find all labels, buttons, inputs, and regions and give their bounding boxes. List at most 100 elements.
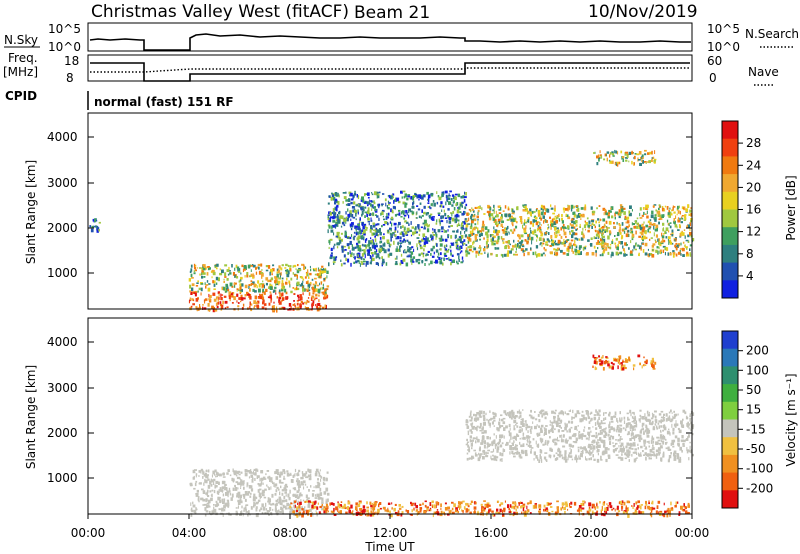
scatter-cell xyxy=(646,431,649,435)
scatter-cell xyxy=(603,412,605,416)
scatter-cell xyxy=(617,420,619,424)
scatter-cell xyxy=(596,503,598,507)
scatter-cell xyxy=(601,233,603,237)
scatter-cell xyxy=(551,430,554,433)
scatter-cell xyxy=(515,423,517,426)
scatter-cell xyxy=(294,494,298,498)
scatter-cell xyxy=(293,474,296,476)
scatter-cell xyxy=(664,510,667,514)
scatter-cell xyxy=(357,240,361,244)
scatter-cell xyxy=(668,415,671,418)
scatter-cell xyxy=(311,512,313,514)
scatter-cell xyxy=(451,242,453,246)
scatter-cell xyxy=(341,215,344,220)
scatter-cell xyxy=(558,453,561,458)
scatter-cell xyxy=(381,209,385,213)
scatter-cell xyxy=(265,282,268,286)
scatter-cell xyxy=(382,224,386,226)
scatter-cell xyxy=(281,502,283,506)
scatter-cell xyxy=(671,234,674,237)
scatter-cell xyxy=(241,289,243,293)
scatter-cell xyxy=(497,218,501,223)
scatter-cell xyxy=(557,239,561,244)
scatter-cell xyxy=(652,444,654,447)
scatter-cell xyxy=(653,446,655,451)
scatter-cell xyxy=(535,440,537,445)
scatter-cell xyxy=(407,194,411,197)
scatter-cell xyxy=(586,450,589,453)
scatter-cell xyxy=(297,296,300,299)
scatter-cell xyxy=(410,196,413,200)
scatter-cell xyxy=(598,221,600,224)
scatter-cell xyxy=(335,195,339,197)
scatter-cell xyxy=(252,498,256,502)
scatter-cell xyxy=(560,227,563,231)
scatter-cell xyxy=(396,246,398,250)
scatter-cell xyxy=(670,233,672,236)
scatter-cell xyxy=(195,269,197,272)
scatter-cell xyxy=(262,506,266,511)
power-panel: 4000 3000 2000 1000 Slant Range [km] xyxy=(24,112,695,313)
scatter-cell xyxy=(520,506,522,509)
scatter-cell xyxy=(322,286,325,290)
scatter-cell xyxy=(543,247,545,250)
scatter-cell xyxy=(258,266,260,270)
scatter-cell xyxy=(633,245,636,249)
scatter-cell xyxy=(464,231,466,234)
scatter-cell xyxy=(404,204,407,208)
scatter-cell xyxy=(547,223,549,226)
scatter-cell xyxy=(345,203,348,206)
scatter-cell xyxy=(425,254,427,257)
scatter-cell xyxy=(215,282,218,285)
scatter-cell xyxy=(650,214,654,219)
scatter-cell xyxy=(484,246,486,249)
scatter-cell xyxy=(363,244,367,247)
scatter-cell xyxy=(315,288,318,292)
scatter-cell xyxy=(605,458,608,463)
scatter-cell xyxy=(603,442,606,446)
scatter-cell xyxy=(401,211,403,215)
scatter-cell xyxy=(515,225,518,229)
scatter-cell xyxy=(326,270,329,274)
scatter-cell xyxy=(512,501,514,505)
scatter-cell xyxy=(454,193,458,196)
scatter-cell xyxy=(327,505,329,510)
scatter-cell xyxy=(351,252,353,255)
scatter-cell xyxy=(610,435,613,438)
scatter-cell xyxy=(675,215,677,219)
scatter-cell xyxy=(497,235,500,240)
scatter-cell xyxy=(250,269,252,272)
scatter-cell xyxy=(292,272,294,275)
scatter-cell xyxy=(599,237,601,241)
scatter-cell xyxy=(564,422,566,425)
scatter-cell xyxy=(499,441,501,445)
scatter-cell xyxy=(474,206,478,209)
scatter-cell xyxy=(265,508,268,511)
scatter-cell xyxy=(541,244,543,247)
scatter-cell xyxy=(282,511,284,515)
scatter-cell xyxy=(270,293,272,296)
scatter-cell xyxy=(89,225,92,228)
scatter-cell xyxy=(617,439,620,442)
scatter-cell xyxy=(413,248,415,252)
scatter-cell xyxy=(542,206,546,210)
scatter-cell xyxy=(197,498,200,502)
scatter-cell xyxy=(437,229,441,233)
scatter-cell xyxy=(617,212,620,216)
scatter-cell xyxy=(551,422,553,427)
scatter-cell xyxy=(680,231,683,235)
scatter-cell xyxy=(499,508,502,513)
scatter-cell xyxy=(428,215,431,219)
scatter-cell xyxy=(625,242,627,247)
scatter-cell xyxy=(418,233,421,236)
scatter-cell xyxy=(509,446,512,450)
scatter-cell xyxy=(675,423,679,427)
scatter-cell xyxy=(615,162,617,166)
scatter-cell xyxy=(253,283,256,288)
scatter-cell xyxy=(487,229,490,233)
scatter-cell xyxy=(258,475,260,478)
scatter-cell xyxy=(251,479,254,483)
scatter-cell xyxy=(248,485,251,488)
scatter-cell xyxy=(548,429,551,434)
scatter-cell xyxy=(193,299,195,302)
